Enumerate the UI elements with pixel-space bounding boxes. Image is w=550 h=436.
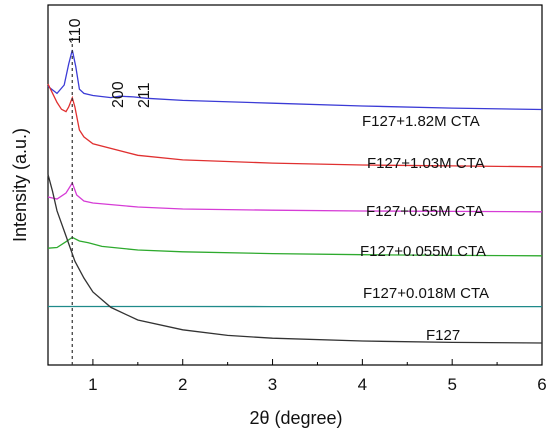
series-line-6	[47, 174, 543, 344]
series-line-3	[47, 181, 543, 213]
series-label-055: F127+0.55M CTA	[366, 203, 484, 220]
series-label-0055: F127+0.055M CTA	[360, 243, 486, 260]
x-tick-label: 5	[447, 375, 456, 394]
x-axis-label: 2θ (degree)	[249, 408, 342, 428]
series-line-1	[47, 49, 543, 111]
series-label-f127: F127	[426, 327, 460, 344]
x-tick-label: 1	[88, 375, 97, 394]
series-label-0018: F127+0.018M CTA	[363, 285, 489, 302]
y-axis-label: Intensity (a.u.)	[10, 128, 30, 242]
x-tick-label: 4	[358, 375, 367, 394]
series-line-4	[47, 236, 543, 257]
plot-frame	[47, 4, 543, 366]
x-tick-label: 3	[268, 375, 277, 394]
peak-label-211: 211	[136, 82, 153, 108]
curves-group	[47, 49, 543, 344]
peak-label-200: 200	[110, 81, 127, 108]
series-line-2	[47, 83, 543, 168]
x-tick-label: 2	[178, 375, 187, 394]
series-label-103: F127+1.03M CTA	[367, 155, 485, 172]
peak-label-110: 110	[67, 18, 84, 44]
x-tick-label: 6	[537, 375, 546, 394]
series-label-182: F127+1.82M CTA	[362, 113, 480, 130]
x-axis-ticks: 1 2 3 4 5 6	[47, 359, 547, 394]
